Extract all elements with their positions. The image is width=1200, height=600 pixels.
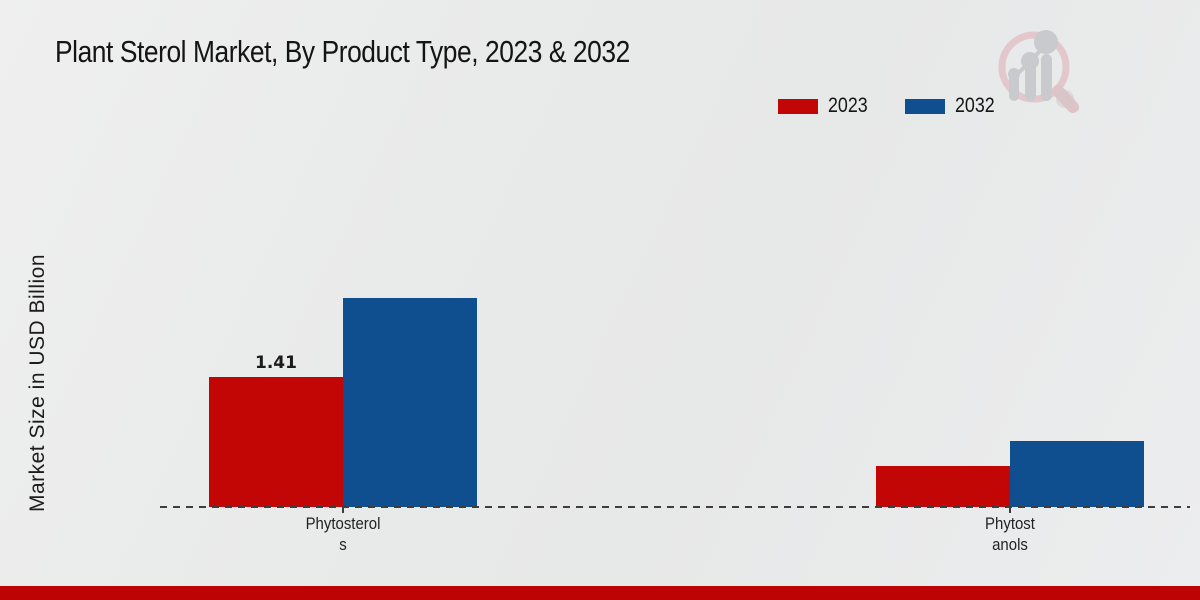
chart-title: Plant Sterol Market, By Product Type, 20… [55, 34, 630, 69]
legend-swatch-2032 [904, 98, 945, 114]
x-axis-tick [342, 508, 344, 513]
x-axis-category-label: Phytosterol s [305, 514, 381, 554]
legend-item-2032: 2032 [904, 94, 1002, 118]
y-axis-label: Market Size in USD Billion [26, 253, 49, 513]
x-axis-tick [1009, 508, 1011, 513]
legend-swatch-2023 [778, 98, 818, 114]
magnifier-bar-chart-logo-icon [998, 30, 1079, 113]
x-axis-baseline [160, 506, 1190, 508]
bar-2023-phytosterols [209, 377, 343, 507]
bar-value-label: 1.41 [255, 353, 297, 373]
x-axis-category-label: Phytost anols [985, 514, 1035, 554]
legend: 2023 2032 [778, 94, 1001, 118]
legend-label-2023: 2023 [828, 94, 868, 117]
bar-2023-phytostanols [876, 466, 1010, 507]
bottom-accent-bar [0, 586, 1200, 600]
bar-2032-phytostanols [1010, 441, 1144, 507]
bar-2032-phytosterols [343, 298, 477, 507]
legend-label-2032: 2032 [954, 94, 995, 117]
legend-item-2023: 2023 [778, 94, 875, 118]
